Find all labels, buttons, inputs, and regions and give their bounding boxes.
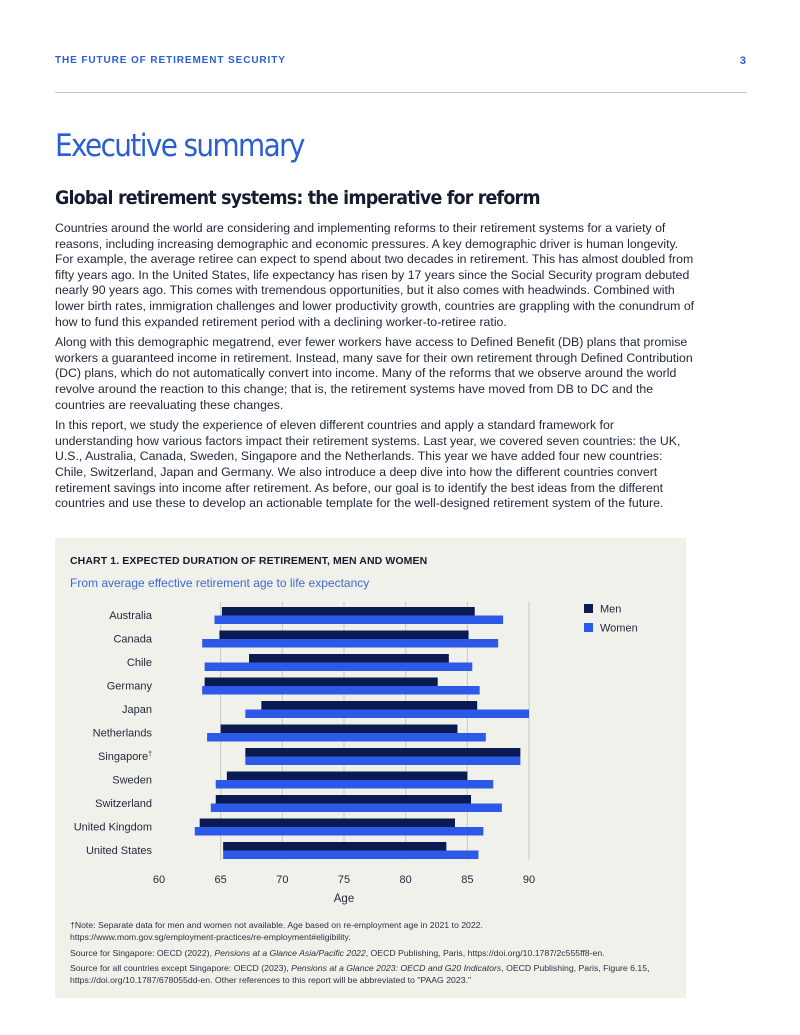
x-tick-label: 80 [400, 874, 412, 886]
source-singapore: Source for Singapore: OECD (2022), Pensi… [70, 948, 675, 960]
paragraph-3: In this report, we study the experience … [55, 418, 681, 511]
bar-women [207, 733, 486, 742]
source-other-rest: , OECD Publishing, Paris, Figure 6.15, h… [70, 963, 650, 986]
x-tick-label: 60 [153, 874, 165, 886]
category-label: United Kingdom [74, 822, 152, 834]
x-axis-label: Age [334, 893, 354, 905]
dagger-mark: † [148, 751, 152, 758]
bar-men [204, 677, 438, 686]
legend-label-men: Men [600, 604, 621, 616]
category-label: Canada [113, 634, 152, 646]
bar-women [214, 615, 504, 624]
source-other: Source for all countries except Singapor… [70, 963, 675, 987]
section-heading: Global retirement systems: the imperativ… [55, 187, 541, 209]
category-label: Japan [122, 704, 152, 716]
bar-men [223, 842, 447, 851]
category-label: United States [86, 845, 153, 857]
body-text: Countries around the world are consideri… [55, 221, 695, 517]
bar-women [215, 780, 494, 789]
chart-panel: CHART 1. EXPECTED DURATION OF RETIREMENT… [55, 538, 686, 998]
chart-title: CHART 1. EXPECTED DURATION OF RETIREMENT… [70, 555, 428, 567]
page-number: 3 [739, 55, 746, 67]
bar-women [204, 662, 473, 671]
source-other-text: Source for all countries except Singapor… [70, 963, 292, 974]
category-label: Switzerland [95, 798, 152, 810]
chart-subtitle: From average effective retirement age to… [70, 576, 370, 590]
note-url: https://www.mom.gov.sg/employment-practi… [70, 931, 351, 942]
bar-men [221, 607, 475, 616]
retirement-duration-chart: Australia Canada Chile Germany Japan Netherla… [74, 602, 638, 905]
category-label: Singapore† [98, 751, 152, 763]
x-tick-label: 75 [338, 874, 350, 886]
legend-swatch-men [584, 604, 593, 613]
category-label: Chile [127, 657, 152, 669]
paragraph-2: Along with this demographic megatrend, e… [55, 335, 693, 412]
x-tick-label: 70 [276, 874, 288, 886]
bar-men [215, 795, 472, 804]
source-singapore-text: Source for Singapore: OECD (2022), [70, 947, 215, 958]
bar-men [199, 818, 455, 827]
bar-women [202, 686, 480, 695]
x-tick-label: 90 [523, 874, 535, 886]
paragraph-1: Countries around the world are consideri… [55, 221, 695, 329]
bar-men [219, 630, 469, 639]
bar-women [245, 756, 521, 765]
x-tick-label: 65 [215, 874, 227, 886]
legend-swatch-women [584, 623, 593, 632]
source-other-title: Pensions at a Glance 2023: OECD and G20 … [291, 963, 502, 974]
bar-men [245, 748, 521, 757]
category-label: Germany [107, 681, 153, 693]
bar-men [249, 654, 449, 663]
bar-women [194, 827, 484, 836]
running-title: THE FUTURE OF RETIREMENT SECURITY [55, 55, 286, 66]
bar-men [220, 724, 458, 733]
page-title: Executive summary [55, 128, 305, 164]
source-singapore-title: Pensions at a Glance Asia/Pacific 2022 [214, 947, 366, 958]
category-label: Netherlands [93, 728, 153, 740]
bar-men [226, 771, 468, 780]
bar-women [210, 803, 502, 812]
x-tick-label: 85 [461, 874, 473, 886]
bar-women [223, 850, 479, 859]
category-label: Sweden [112, 775, 152, 787]
bar-women [245, 709, 530, 718]
chart-notes: †Note: Separate data for men and women n… [70, 920, 675, 991]
running-header: THE FUTURE OF RETIREMENT SECURITY 3 [55, 55, 746, 93]
category-label: Australia [109, 610, 153, 622]
chart-note: †Note: Separate data for men and women n… [70, 920, 675, 944]
legend-label-women: Women [600, 623, 638, 635]
bar-men [261, 701, 478, 710]
note-text: †Note: Separate data for men and women n… [70, 920, 483, 930]
source-singapore-rest: , OECD Publishing, Paris, https://doi.or… [365, 947, 605, 958]
bar-women [202, 639, 499, 648]
